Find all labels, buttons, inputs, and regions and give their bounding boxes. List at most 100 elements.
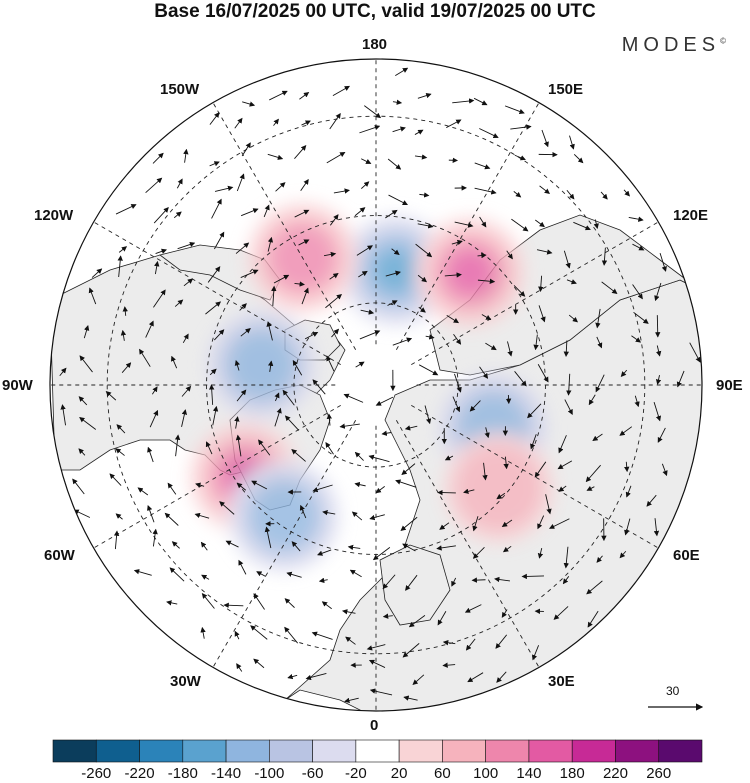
wind-arrow [200,626,206,639]
colorbar-tick-label: -60 [301,765,324,782]
wind-arrow [454,373,462,393]
landmass-europe [379,544,451,626]
wind-arrow [388,194,408,206]
wind-arrow [506,250,513,260]
wind-arrow [451,239,463,246]
wind-arrow [405,574,418,591]
wind-arrow [60,404,66,426]
wind-arrow [385,209,398,219]
wind-arrow [533,334,539,351]
wind-arrow [632,243,645,251]
wind-arrow [339,423,360,429]
wind-arrow [326,151,346,164]
lon-label-60w: 60W [44,547,75,564]
wind-arrow [601,281,618,294]
wind-arrow [454,221,474,228]
wind-arrow [481,314,492,321]
wind-arrow [477,278,496,284]
wind-arrow [387,158,402,170]
wind-arrow [568,314,579,323]
wind-arrow [392,126,406,133]
wind-arrow [325,441,334,455]
wind-arrow [291,449,306,462]
wind-arrow [117,255,123,278]
wind-arrow [88,287,97,305]
wind-arrow [240,328,251,337]
wind-arrow [264,526,272,549]
wind-arrow [501,519,513,527]
wind-arrow [395,67,409,77]
wind-arrow [343,393,364,403]
wind-arrow [624,518,631,536]
wind-arrow [586,580,603,595]
wind-arrow [182,333,189,344]
colorbar-tick-label: -20 [345,765,367,782]
wind-arrow [176,178,183,189]
wind-arrow [375,396,394,406]
wind-arrow [174,299,184,307]
wind-arrow [349,569,362,578]
wind-arrow [408,614,426,628]
colorbar [52,739,703,763]
wind-arrow [676,370,685,388]
wind-arrow [109,473,122,486]
wind-arrow [417,223,434,229]
wind-arrow [368,454,390,463]
wind-arrow [326,413,333,426]
wind-arrow [657,427,666,443]
wind-arrow [417,274,428,283]
lon-label-90w: 90W [2,377,33,394]
wind-arrow [271,285,277,306]
wind-reference-label: 30 [666,684,680,698]
wind-arrow [282,389,295,406]
wind-arrow [534,461,547,478]
wind-arrow [653,518,660,537]
wind-arrow [387,300,398,306]
wind-arrow [539,185,550,194]
wind-arrow [562,576,570,585]
colorbar-tick-label: 60 [434,765,451,782]
wind-arrow [234,630,240,640]
colorbar-swatch [571,739,616,763]
wind-arrow [174,434,181,457]
wind-arrow [292,359,303,376]
wind-arrow [118,246,128,253]
wind-arrow [153,289,166,308]
colorbar-swatch [52,739,97,763]
wind-arrow [631,335,642,343]
wind-arrow [294,145,307,159]
wind-arrow [463,488,475,494]
map-title: Base 16/07/2025 00 UTC, valid 19/07/2025… [154,1,596,22]
lon-label-30w: 30W [170,673,201,690]
wind-arrow [437,611,447,626]
wind-arrow [354,481,366,488]
colorbar-swatch [139,739,184,763]
wind-arrow [166,600,178,606]
lon-label-180: 180 [362,36,388,53]
wind-arrow [211,198,222,219]
wind-arrow [329,214,339,226]
wind-arrow [79,417,97,430]
wind-arrow [121,362,132,373]
colorbar-tick-label: 100 [473,765,499,782]
wind-arrow [425,334,435,340]
wind-arrow [537,515,545,530]
wind-arrow [535,219,545,228]
wind-arrow [372,547,391,561]
wind-arrow [341,609,356,615]
wind-arrow [471,577,486,583]
wind-arrow [557,460,573,470]
wind-arrow [474,187,497,195]
wind-arrow [514,371,527,387]
anomaly-blob [454,444,543,533]
wind-arrow [317,549,332,556]
wind-arrow [294,209,310,218]
wind-arrow [236,482,247,491]
colorbar-swatch [225,739,270,763]
colorbar-tick-label: 220 [602,765,628,782]
wind-arrow [548,518,570,529]
colorbar-swatch [528,739,573,763]
wind-arrow [201,592,215,609]
wind-arrow [273,118,279,126]
